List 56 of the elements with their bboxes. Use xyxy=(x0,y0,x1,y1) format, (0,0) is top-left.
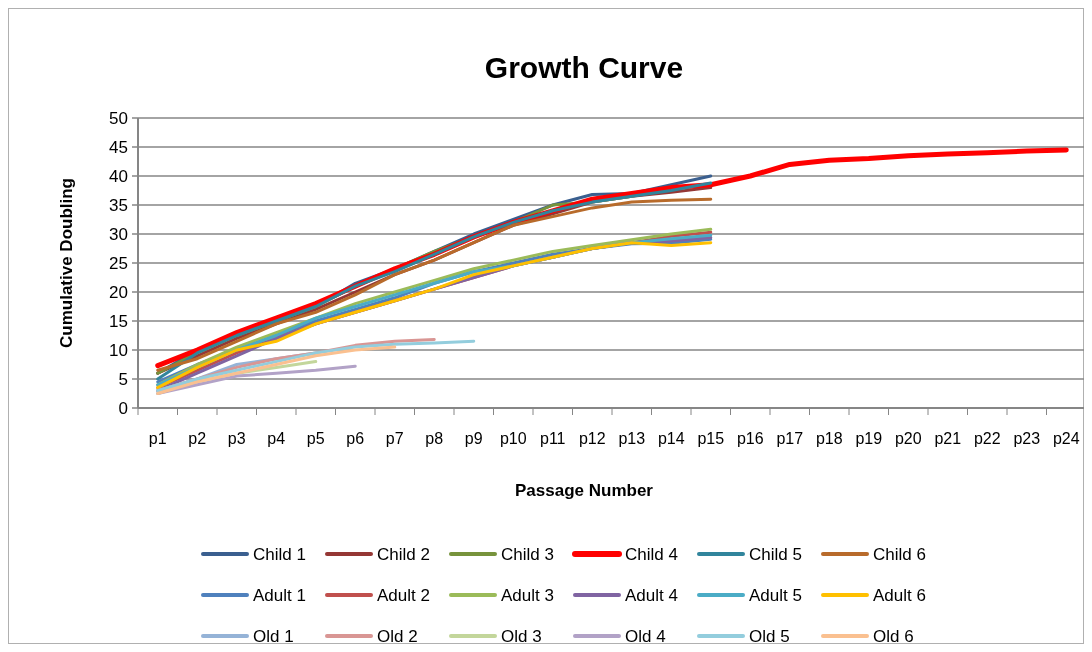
y-tick-label: 40 xyxy=(109,166,128,186)
x-tick-label: p2 xyxy=(188,430,207,447)
chart-title: Growth Curve xyxy=(484,51,684,84)
y-tick-label: 25 xyxy=(109,253,128,273)
x-tick-label: p21 xyxy=(934,430,962,447)
x-tick-label: p8 xyxy=(425,430,444,447)
legend-label: Adult 1 xyxy=(253,585,306,605)
x-tick-label: p13 xyxy=(618,430,646,447)
y-axis-title: Cumulative Doubling xyxy=(57,178,76,348)
legend-label: Child 4 xyxy=(625,544,678,564)
x-tick-label: p1 xyxy=(148,430,167,447)
x-tick-label: p9 xyxy=(464,430,483,447)
legend-label: Old 3 xyxy=(501,626,542,646)
legend-label: Adult 5 xyxy=(749,585,802,605)
legend-label: Child 6 xyxy=(873,544,926,564)
x-tick-label: p19 xyxy=(855,430,883,447)
x-tick-label: p3 xyxy=(227,430,246,447)
y-tick-label: 30 xyxy=(109,224,128,244)
legend-label: Adult 6 xyxy=(873,585,926,605)
x-tick-label: p23 xyxy=(1013,430,1041,447)
legend-label: Old 5 xyxy=(749,626,790,646)
legend-label: Child 1 xyxy=(253,544,306,564)
legend-label: Adult 3 xyxy=(501,585,554,605)
x-tick-label: p11 xyxy=(539,430,566,447)
x-tick-label: p6 xyxy=(346,430,365,447)
x-tick-label: p12 xyxy=(578,430,606,447)
legend-label: Old 4 xyxy=(625,626,666,646)
x-tick-label: p18 xyxy=(815,430,843,447)
x-tick-label: p20 xyxy=(894,430,922,447)
y-tick-label: 35 xyxy=(109,195,128,215)
x-tick-label: p4 xyxy=(267,430,286,447)
x-tick-label: p10 xyxy=(499,430,527,447)
legend-label: Old 6 xyxy=(873,626,914,646)
y-tick-label: 5 xyxy=(118,369,128,389)
x-axis-title: Passage Number xyxy=(515,481,654,500)
legend-label: Child 3 xyxy=(501,544,554,564)
y-tick-label: 15 xyxy=(109,311,128,331)
x-tick-label: p5 xyxy=(306,430,325,447)
y-tick-label: 20 xyxy=(109,282,128,302)
x-tick-label: p16 xyxy=(736,430,764,447)
y-tick-label: 50 xyxy=(109,108,128,128)
x-tick-label: p7 xyxy=(385,430,404,447)
legend-label: Adult 4 xyxy=(625,585,678,605)
y-tick-label: 0 xyxy=(118,398,128,418)
x-tick-label: p17 xyxy=(776,430,804,447)
legend-label: Old 1 xyxy=(253,626,294,646)
legend-label: Old 2 xyxy=(377,626,418,646)
legend-label: Adult 2 xyxy=(377,585,430,605)
legend-label: Child 5 xyxy=(749,544,802,564)
x-tick-label: p22 xyxy=(973,430,1001,447)
x-tick-label: p24 xyxy=(1052,430,1080,447)
y-tick-label: 10 xyxy=(109,340,128,360)
x-tick-label: p14 xyxy=(657,430,685,447)
legend-label: Child 2 xyxy=(377,544,430,564)
x-tick-label: p15 xyxy=(697,430,725,447)
y-tick-label: 45 xyxy=(109,137,128,157)
